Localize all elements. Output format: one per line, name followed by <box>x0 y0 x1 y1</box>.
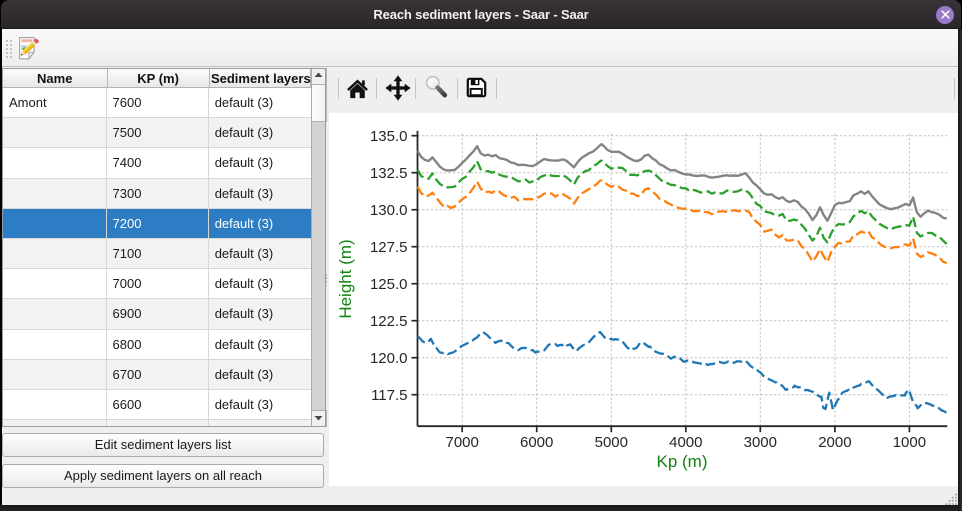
svg-text:4000: 4000 <box>669 434 702 451</box>
svg-text:135.0: 135.0 <box>370 128 408 145</box>
svg-text:Kp (m): Kp (m) <box>657 452 708 471</box>
svg-text:2000: 2000 <box>818 434 851 451</box>
svg-text:Height (m): Height (m) <box>336 239 355 318</box>
svg-text:7000: 7000 <box>446 434 479 451</box>
svg-text:5000: 5000 <box>595 434 628 451</box>
svg-text:117.5: 117.5 <box>371 387 407 404</box>
svg-text:1000: 1000 <box>893 434 926 451</box>
svg-text:125.0: 125.0 <box>370 276 408 293</box>
svg-text:120.0: 120.0 <box>370 350 408 367</box>
svg-text:6000: 6000 <box>520 434 553 451</box>
svg-text:3000: 3000 <box>744 434 777 451</box>
svg-text:132.5: 132.5 <box>370 165 408 182</box>
svg-text:130.0: 130.0 <box>370 202 408 219</box>
svg-text:122.5: 122.5 <box>370 313 408 330</box>
svg-text:127.5: 127.5 <box>370 239 408 256</box>
